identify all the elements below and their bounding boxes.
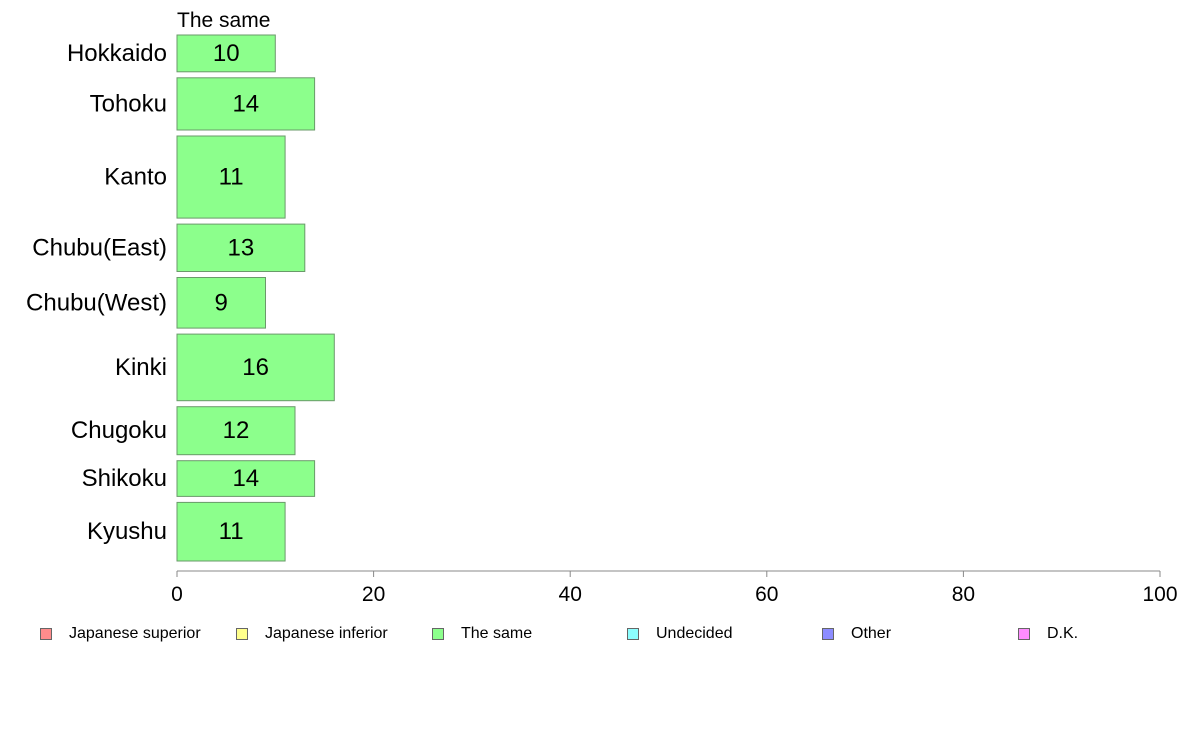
bar-value-label: 14 — [232, 465, 259, 492]
legend-swatch — [1018, 628, 1030, 640]
legend-label: Japanese superior — [69, 625, 201, 642]
category-label: Tohoku — [90, 90, 167, 117]
bar-hokkaido — [176, 34, 276, 73]
legend-label: Other — [851, 625, 892, 642]
bar-kyushu — [176, 501, 286, 562]
bar-value-label: 16 — [242, 354, 269, 381]
category-label: Kyushu — [87, 518, 167, 545]
legend-item: D.K. — [1018, 622, 1078, 646]
category-label: Kanto — [104, 164, 167, 191]
bar-value-label: 10 — [213, 40, 240, 67]
category-label: Shikoku — [82, 465, 167, 492]
bar-chubu-east — [176, 223, 306, 273]
bar-chugoku — [176, 406, 296, 456]
legend-swatch — [432, 628, 444, 640]
legend-swatch — [627, 628, 639, 640]
legend-item: Japanese inferior — [236, 622, 388, 646]
x-tick-label: 0 — [171, 583, 183, 606]
x-tick-label: 60 — [755, 583, 778, 606]
category-label: Chubu(East) — [32, 234, 167, 261]
panel-title: The same — [177, 9, 270, 32]
legend-label: The same — [461, 625, 533, 642]
legend-label: D.K. — [1047, 625, 1079, 642]
bar-value-label: 14 — [232, 90, 259, 117]
legend-item: Undecided — [627, 622, 733, 646]
legend: Japanese superior Japanese inferior The sa… — [0, 622, 1188, 646]
bar-value-label: 13 — [228, 234, 255, 261]
legend-item: The same — [432, 622, 532, 646]
bar-chubu-west — [176, 277, 266, 329]
bar-value-label: 9 — [215, 289, 228, 316]
legend-swatch — [236, 628, 248, 640]
category-label: Kinki — [115, 354, 167, 381]
bar-tohoku — [176, 77, 316, 131]
legend-label: Japanese inferior — [265, 625, 388, 642]
x-axis: 0 20 40 60 80 100 — [171, 570, 1178, 606]
category-label: Hokkaido — [67, 40, 167, 67]
category-label: Chubu(West) — [26, 289, 167, 316]
bar-value-label: 12 — [223, 417, 250, 444]
x-tick-label: 80 — [952, 583, 975, 606]
legend-item: Japanese superior — [40, 622, 201, 646]
legend-swatch — [822, 628, 834, 640]
legend-swatch — [40, 628, 52, 640]
category-label: Chugoku — [71, 417, 167, 444]
bar-shikoku — [176, 460, 316, 497]
bar-value-label: 11 — [219, 164, 244, 191]
legend-label: Undecided — [656, 625, 733, 642]
x-tick-label: 40 — [559, 583, 582, 606]
bar-kinki — [176, 333, 335, 402]
bar-kanto — [176, 135, 286, 219]
x-tick-label: 20 — [362, 583, 385, 606]
bars-layer: Hokkaido 10 Tohoku 14 Kanto 11 Chubu(East) 13 Ch… — [26, 34, 335, 562]
legend-item: Other — [822, 622, 891, 646]
bar-value-label: 11 — [219, 518, 244, 545]
x-tick-label: 100 — [1142, 583, 1177, 606]
